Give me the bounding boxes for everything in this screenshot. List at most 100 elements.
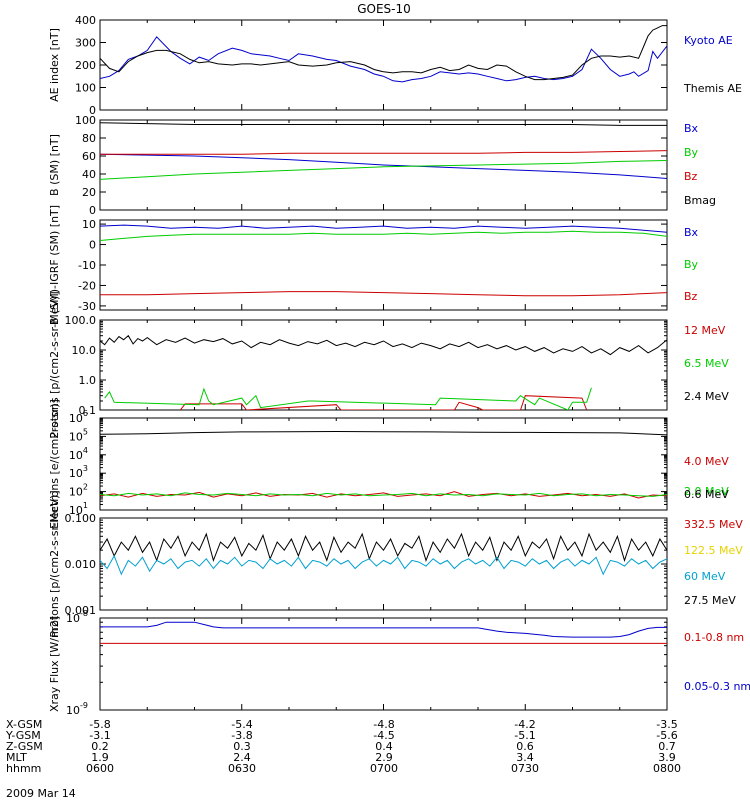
ephemeris-value: -5.1 xyxy=(514,729,535,742)
y-tick-label: -10 xyxy=(78,259,96,272)
ephemeris-value: 0.2 xyxy=(91,740,109,753)
legend-entry: 4.0 MeV xyxy=(684,455,729,468)
y-tick-label: 0 xyxy=(89,239,96,252)
y-tick-label: 200 xyxy=(75,59,96,72)
ephemeris-label: MLT xyxy=(6,751,27,764)
ephemeris-value: 0.3 xyxy=(233,740,251,753)
legend-entry: 122.5 MeV xyxy=(684,544,743,557)
legend-entry: 0.05-0.3 nm xyxy=(684,680,750,693)
ephemeris-value: 0730 xyxy=(511,762,539,775)
y-tick-label: 60 xyxy=(82,150,96,163)
bfield-series-by xyxy=(100,160,667,180)
bfield-panel: 0 20 40 60 80 100 B (SM) [nT] Bx By Bz Bmag xyxy=(48,114,716,217)
protons_high-series-60-mev xyxy=(100,554,667,576)
y-tick-label: 100.0 xyxy=(65,314,97,327)
y-tick-label: 100 xyxy=(75,82,96,95)
ephemeris-value: -4.8 xyxy=(373,718,394,731)
y-tick-label: 0 xyxy=(89,104,96,117)
y-tick-label: 40 xyxy=(82,168,96,181)
figure-title: GOES-10 xyxy=(357,2,411,16)
ae-panel: 0 100 200 300 400 AE index [nT] Kyoto AE Themis… xyxy=(48,14,742,117)
ephemeris-value: -3.1 xyxy=(89,729,110,742)
y-tick-label: 104 xyxy=(69,446,88,462)
y-tick-label: -20 xyxy=(78,279,96,292)
y-tick-label: 0.001 xyxy=(65,604,97,617)
bfield-series-bmag xyxy=(100,122,667,126)
xray-frame xyxy=(99,617,668,711)
y-tick-exponent: 1 xyxy=(83,501,88,510)
bfield-series-bz xyxy=(100,150,667,155)
protons_low-series-2-4-mev xyxy=(100,334,667,356)
legend-entry: Bmag xyxy=(684,194,716,207)
y-tick-label: 1.0 xyxy=(79,374,97,387)
legend-entry: 6.5 MeV xyxy=(684,357,729,370)
y-tick-label: 100 xyxy=(75,114,96,127)
legend-entry: By xyxy=(684,146,699,159)
legend-entry: 12 MeV xyxy=(684,324,726,337)
y-tick-label: 0.1 xyxy=(79,404,97,417)
protons_high-series-27-5-mev xyxy=(100,532,667,563)
ephemeris-value: 1.9 xyxy=(91,751,109,764)
legend-entry: 2.0 MeV xyxy=(684,485,729,498)
bdiff-series-bz xyxy=(100,291,667,297)
ephemeris-value: 3.9 xyxy=(658,751,676,764)
ephemeris-value: -3.8 xyxy=(231,729,252,742)
electrons-series-0-6-mev xyxy=(100,430,667,436)
legend-entry: 60 MeV xyxy=(684,570,726,583)
protons_low-ylabel: Protons [p/(cm2-s-sr-MeV)] xyxy=(48,291,61,438)
y-tick-label: 106 xyxy=(69,409,88,425)
y-tick-exponent: -8 xyxy=(80,609,88,618)
y-tick-label: 10 xyxy=(82,218,96,231)
ephemeris-value: 2.4 xyxy=(233,751,251,764)
ephemeris-value: 0.4 xyxy=(375,740,393,753)
legend-entry: Bz xyxy=(684,170,698,183)
ephemeris-value: 3.4 xyxy=(516,751,534,764)
ephemeris-value: -5.4 xyxy=(231,718,252,731)
ephemeris-value: -4.5 xyxy=(373,729,394,742)
legend-entry: 332.5 MeV xyxy=(684,518,743,531)
ephemeris-value: 2.9 xyxy=(375,751,393,764)
y-tick-exponent: 2 xyxy=(83,483,88,492)
xray-panel: 10-9 10-8 Xray Flux [W/m2] 0.1-0.8 nm 0.05-0… xyxy=(48,609,750,717)
xray-series-0-05-0-3-nm xyxy=(100,621,667,638)
y-tick-exponent: 3 xyxy=(83,464,88,473)
protons_low-frame xyxy=(99,319,668,411)
ae-ylabel: AE index [nT] xyxy=(48,28,61,102)
y-tick-label: 10-9 xyxy=(66,701,88,717)
ae-series-kyoto-ae xyxy=(100,36,667,83)
y-tick-label: 10.0 xyxy=(72,344,97,357)
bdiff-frame xyxy=(99,219,668,311)
y-tick-label: 105 xyxy=(69,427,88,443)
protons_high-panel: 0.001 0.010 0.100 Protons [p/(cm2-s-sr-MeV)… xyxy=(48,490,743,637)
y-tick-label: 0.100 xyxy=(65,512,97,525)
y-tick-exponent: -9 xyxy=(80,701,88,710)
protons_low-panel: 0.1 1.0 10.0 100.0 Protons [p/(cm2-s-sr-MeV)… xyxy=(48,291,729,438)
bfield-series-bx xyxy=(100,153,667,179)
y-tick-label: 0.010 xyxy=(65,558,97,571)
ae-series-themis-ae xyxy=(100,25,667,81)
y-tick-label: -30 xyxy=(78,300,96,313)
ephemeris-value: 0630 xyxy=(228,762,256,775)
ephemeris-value: 0700 xyxy=(370,762,398,775)
legend-entry: By xyxy=(684,258,699,271)
date-label: 2009 Mar 14 xyxy=(6,787,76,800)
ephemeris-table: X-GSM -5.8 -5.4 -4.8 -4.2 -3.5 Y-GSM -3.1 -3.8 -4… xyxy=(5,718,681,775)
y-tick-label: 10-8 xyxy=(66,609,88,625)
bdiff-series-by xyxy=(100,230,667,241)
legend-entry: Themis AE xyxy=(683,82,742,95)
bdiff-ylabel: B (SM)-IGRF (SM) [nT] xyxy=(48,205,61,325)
ephemeris-label: X-GSM xyxy=(6,718,42,731)
y-tick-label: 80 xyxy=(82,132,96,145)
bdiff-series-bx xyxy=(100,224,667,233)
ephemeris-value: 0.6 xyxy=(516,740,534,753)
ephemeris-value: 0800 xyxy=(653,762,681,775)
ephemeris-value: -5.6 xyxy=(656,729,677,742)
bfield-ylabel: B (SM) [nT] xyxy=(48,134,61,196)
y-tick-label: 0 xyxy=(89,204,96,217)
ephemeris-value: 0.7 xyxy=(658,740,676,753)
y-tick-exponent: 6 xyxy=(83,409,88,418)
